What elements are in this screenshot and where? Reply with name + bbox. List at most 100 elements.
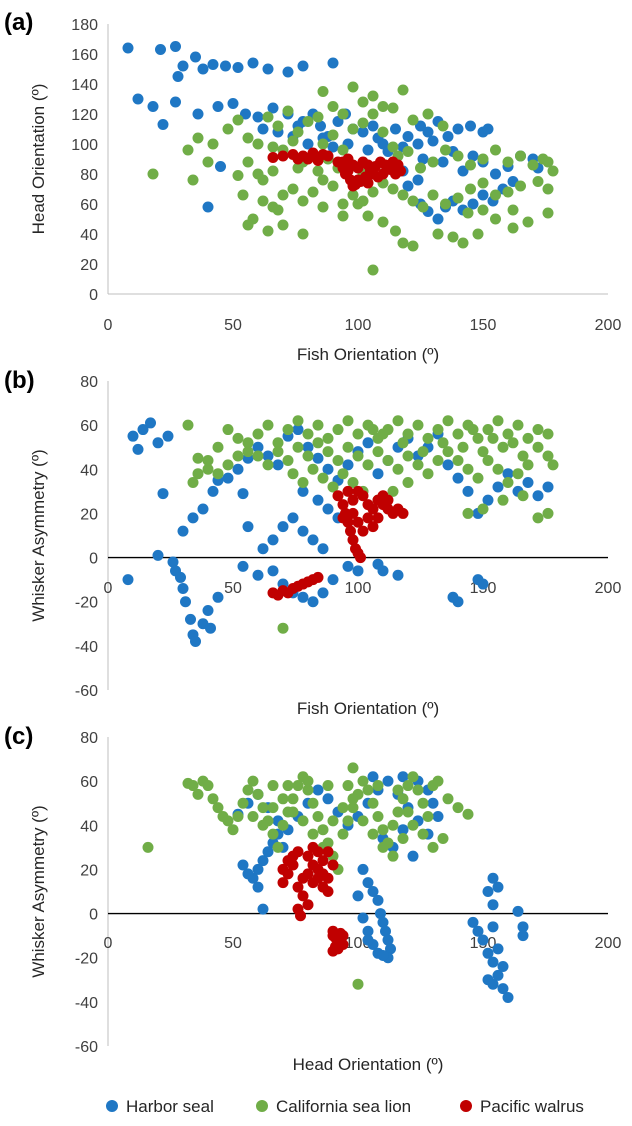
data-point: [432, 424, 444, 436]
data-point: [322, 463, 334, 475]
data-point: [362, 925, 374, 937]
data-point: [542, 481, 554, 493]
data-point: [292, 162, 304, 174]
data-point: [307, 463, 319, 475]
x-tick-label: 0: [104, 935, 113, 952]
data-point: [422, 108, 434, 120]
data-point: [257, 802, 269, 814]
data-point: [417, 446, 429, 458]
data-point: [402, 477, 414, 489]
data-point: [257, 174, 269, 186]
data-point: [262, 846, 274, 858]
data-point: [322, 446, 334, 458]
series-pacific-walrus: [277, 841, 349, 957]
data-point: [477, 446, 489, 458]
data-point: [257, 855, 269, 867]
data-point: [452, 454, 464, 466]
data-point: [322, 872, 334, 884]
legend-marker: [460, 1100, 472, 1112]
data-point: [532, 512, 544, 524]
data-point: [287, 512, 299, 524]
data-point: [397, 771, 409, 783]
data-point: [192, 788, 204, 800]
data-point: [242, 156, 254, 168]
data-point: [297, 525, 309, 537]
x-tick-label: 200: [595, 317, 622, 334]
data-point: [402, 806, 414, 818]
data-point: [192, 452, 204, 464]
data-point: [457, 165, 469, 177]
data-point: [392, 159, 404, 171]
data-point: [440, 198, 451, 210]
data-point: [492, 969, 504, 981]
data-point: [252, 441, 264, 453]
data-point: [277, 877, 289, 889]
data-point: [337, 108, 349, 120]
data-point: [352, 450, 364, 462]
data-point: [222, 472, 234, 484]
data-point: [377, 216, 389, 228]
data-point: [377, 824, 389, 836]
data-point: [377, 950, 389, 962]
data-point: [242, 132, 254, 144]
data-point: [417, 153, 429, 165]
y-tick-label: 100: [71, 137, 98, 154]
data-point: [267, 534, 279, 546]
data-point: [155, 44, 166, 55]
data-point: [467, 424, 479, 436]
chart-panel-a: 0 20 40 60 80 100 120 140 160 180 0 50 100 150 200 Fish…: [4, 9, 621, 364]
y-axis-title: Whisker Asymmetry (º): [29, 449, 48, 621]
data-point: [180, 596, 191, 608]
data-point: [362, 177, 374, 189]
data-point: [452, 802, 464, 814]
data-point: [307, 186, 319, 198]
data-point: [547, 459, 559, 471]
data-point: [317, 86, 329, 97]
data-point: [352, 198, 364, 210]
data-point: [347, 494, 359, 506]
data-point: [477, 204, 489, 216]
data-point: [287, 183, 299, 195]
data-point: [220, 60, 231, 72]
data-point: [212, 802, 224, 814]
data-point: [397, 437, 409, 449]
data-point: [487, 956, 499, 968]
data-point: [262, 111, 274, 123]
data-point: [542, 156, 554, 168]
data-point: [337, 499, 349, 511]
data-point: [252, 450, 264, 462]
data-point: [187, 477, 199, 489]
data-point: [242, 521, 254, 533]
data-point: [267, 102, 279, 114]
data-point: [267, 565, 279, 577]
data-point: [502, 428, 514, 440]
data-point: [257, 543, 269, 555]
data-point: [252, 428, 264, 440]
data-point: [352, 428, 364, 440]
data-point: [302, 850, 314, 862]
data-point: [407, 819, 419, 831]
data-point: [170, 96, 181, 108]
data-point: [247, 810, 259, 822]
panel-label: (a): [4, 9, 33, 36]
data-point: [372, 468, 384, 480]
data-point: [312, 784, 324, 796]
data-point: [382, 454, 394, 466]
y-tick-label: -40: [75, 995, 98, 1012]
data-point: [337, 198, 349, 210]
data-point: [202, 156, 214, 168]
data-point: [507, 437, 519, 449]
data-point: [442, 459, 454, 471]
data-point: [317, 855, 329, 867]
data-point: [317, 543, 329, 555]
data-point: [487, 872, 499, 884]
data-point: [352, 978, 364, 990]
data-point: [252, 788, 264, 800]
data-point: [432, 228, 444, 240]
data-point: [372, 810, 384, 822]
data-point: [182, 419, 194, 431]
data-point: [337, 468, 349, 480]
data-point: [442, 793, 454, 805]
y-tick-label: 20: [80, 506, 98, 523]
data-point: [312, 846, 324, 858]
